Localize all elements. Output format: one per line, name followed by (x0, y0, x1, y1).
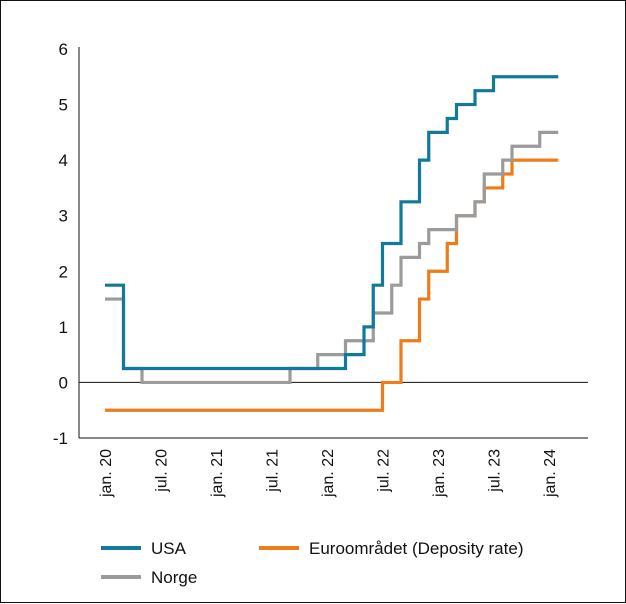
y-tick-label: 0 (59, 373, 68, 392)
legend-label: Norge (151, 568, 197, 587)
x-tick-label: jan. 23 (431, 449, 448, 498)
y-tick-label: 1 (59, 318, 68, 337)
series-line-usa (105, 75, 559, 371)
y-tick-label: -1 (53, 429, 68, 448)
series-line-euroomrdet (105, 158, 559, 412)
legend-label: USA (151, 539, 187, 558)
legend-label: Euroområdet (Deposity rate) (309, 539, 523, 558)
x-tick-label: jan. 24 (542, 449, 559, 498)
x-tick-label: jul. 23 (487, 449, 504, 493)
x-tick-label: jan. 21 (209, 449, 226, 498)
x-tick-label: jul. 22 (376, 449, 393, 493)
y-tick-label: 6 (59, 40, 68, 59)
legend: USA Euroområdet (Deposity rate) Norge (101, 539, 523, 587)
y-axis: -1 0 1 2 3 4 5 6 (53, 40, 68, 448)
x-axis (78, 47, 588, 439)
y-tick-label: 2 (59, 262, 68, 281)
x-tick-label: jan. 22 (320, 449, 337, 498)
y-tick-label: 4 (59, 151, 68, 170)
x-tick-labels: jan. 20 jul. 20 jan. 21 jul. 21 jan. 22 jul. … (98, 449, 559, 498)
x-tick-label: jul. 20 (154, 449, 171, 493)
x-tick-label: jul. 21 (265, 449, 282, 493)
x-tick-label: jan. 20 (98, 449, 115, 498)
series-line-norge (105, 130, 559, 385)
y-tick-label: 3 (59, 207, 68, 226)
y-tick-label: 5 (59, 96, 68, 115)
series-layer (105, 75, 559, 412)
